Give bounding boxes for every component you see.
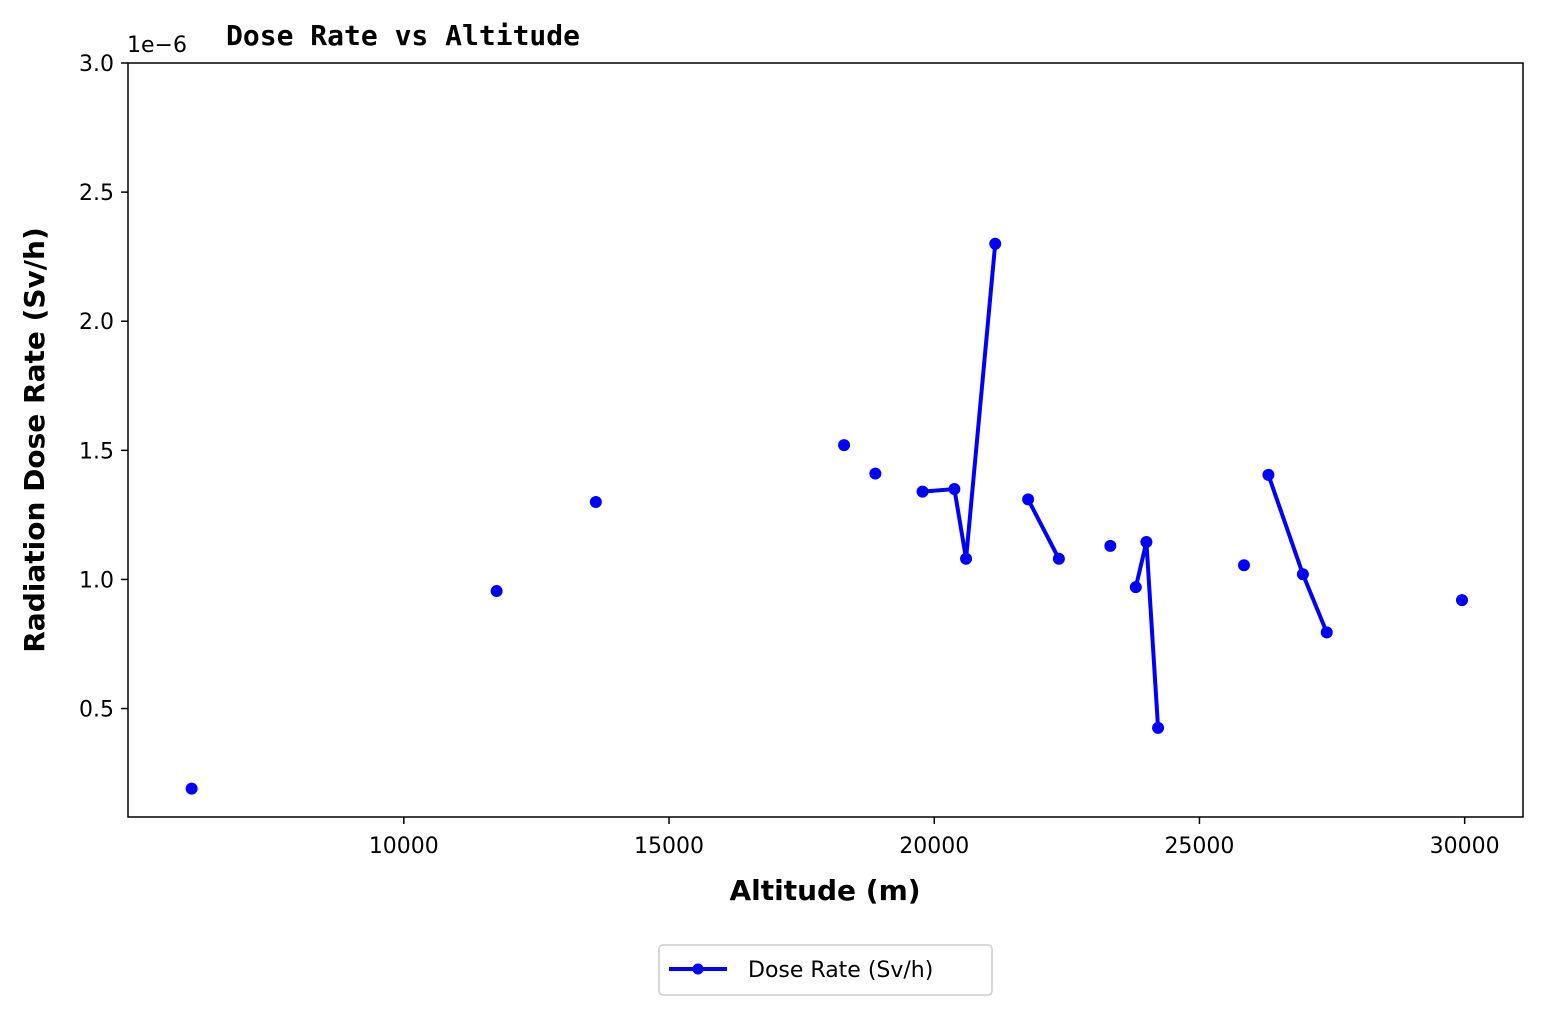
y-tick-label: 1.5 <box>79 439 114 464</box>
y-tick-label: 0.5 <box>79 698 114 723</box>
legend-marker-swatch <box>692 963 704 975</box>
data-point <box>589 495 602 508</box>
x-tick-label: 25000 <box>1164 834 1234 859</box>
data-point <box>948 483 961 496</box>
legend: Dose Rate (Sv/h) <box>658 944 993 996</box>
y-tick-label: 2.5 <box>79 181 114 206</box>
x-tick-label: 30000 <box>1430 834 1500 859</box>
x-axis: 10000 15000 20000 25000 30000 <box>369 817 1500 859</box>
data-point <box>1022 493 1035 506</box>
x-axis-label: Altitude (m) <box>729 874 920 907</box>
y-tick-label: 1.0 <box>79 568 114 593</box>
data-point <box>1238 559 1250 572</box>
data-point <box>1152 721 1165 734</box>
x-tick-label: 10000 <box>369 834 439 859</box>
legend-box <box>658 944 993 996</box>
chart-title: Dose Rate vs Altitude <box>226 19 580 52</box>
data-point <box>490 585 503 598</box>
data-point <box>1262 468 1275 481</box>
series-line <box>1026 498 1061 560</box>
y-tick-label: 2.0 <box>79 310 114 335</box>
data-point <box>1140 535 1153 548</box>
data-point <box>185 782 198 795</box>
data-point <box>1104 539 1117 552</box>
series-line <box>1266 474 1329 634</box>
y-axis-label: Radiation Dose Rate (Sv/h) <box>18 227 51 653</box>
data-point <box>989 237 1002 250</box>
series-line <box>922 243 998 561</box>
data-point <box>1320 626 1333 639</box>
data-point <box>916 485 929 498</box>
legend-label: Dose Rate (Sv/h) <box>748 958 933 983</box>
y-offset-text: 1e−6 <box>127 33 187 58</box>
y-tick-label: 3.0 <box>79 52 114 77</box>
x-tick-label: 20000 <box>899 834 969 859</box>
data-point <box>1129 581 1142 594</box>
y-axis: 0.5 1.0 1.5 2.0 2.5 3.0 <box>79 52 128 723</box>
series-layer <box>185 237 1469 795</box>
data-point <box>838 439 851 452</box>
plot-area-frame <box>127 62 1524 818</box>
data-point <box>869 467 882 480</box>
data-point <box>1296 568 1309 581</box>
data-point <box>1052 552 1065 565</box>
series-line <box>1133 539 1161 729</box>
data-point <box>960 552 973 565</box>
data-point <box>1456 594 1469 607</box>
x-tick-label: 15000 <box>634 834 704 859</box>
